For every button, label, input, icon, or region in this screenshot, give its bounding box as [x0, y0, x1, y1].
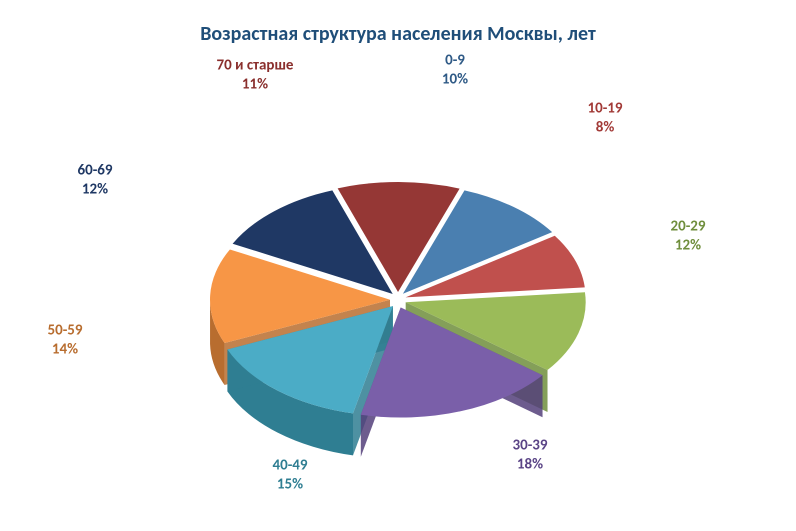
slice-label-name: 40-49: [272, 456, 307, 475]
slice-label-name: 30-39: [512, 436, 547, 455]
slice-label-percent: 14%: [47, 340, 82, 359]
slice-label-percent: 10%: [442, 70, 468, 89]
slice-label: 60-6912%: [77, 161, 112, 199]
slice-label: 70 и старше11%: [217, 56, 294, 94]
chart-container: Возрастная структура населения Москвы, л…: [0, 0, 796, 531]
slice-label: 40-4915%: [272, 456, 307, 494]
slice-label-percent: 12%: [77, 180, 112, 199]
slice-label-percent: 8%: [587, 118, 622, 137]
slice-label: 10-198%: [587, 99, 622, 137]
pie-chart: [0, 0, 796, 531]
slice-label-name: 60-69: [77, 161, 112, 180]
slice-label: 20-2912%: [670, 217, 705, 255]
slice-label-name: 50-59: [47, 321, 82, 340]
slice-label: 50-5914%: [47, 321, 82, 359]
slice-label-name: 20-29: [670, 217, 705, 236]
slice-label-percent: 12%: [670, 236, 705, 255]
slice-label-name: 70 и старше: [217, 56, 294, 75]
slice-label: 0-910%: [442, 51, 468, 89]
slice-label-percent: 11%: [217, 75, 294, 94]
slice-label-name: 0-9: [442, 51, 468, 70]
slice-label: 30-3918%: [512, 436, 547, 474]
slice-label-percent: 18%: [512, 455, 547, 474]
slice-label-name: 10-19: [587, 99, 622, 118]
slice-label-percent: 15%: [272, 475, 307, 494]
